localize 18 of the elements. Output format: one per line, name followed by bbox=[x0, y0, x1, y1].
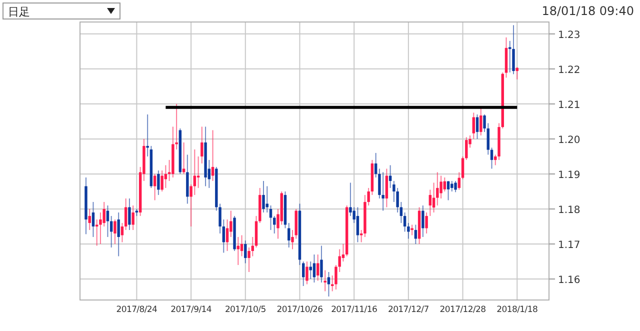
x-tick-label: 2017/10/26 bbox=[276, 305, 323, 315]
x-tick-label: 2017/9/14 bbox=[170, 305, 212, 315]
x-tick-label: 2018/1/18 bbox=[496, 305, 538, 315]
y-tick-label: 1.22 bbox=[558, 64, 580, 76]
x-tick-label: 2017/10/5 bbox=[224, 305, 266, 315]
y-tick-label: 1.16 bbox=[558, 274, 580, 286]
x-tick-label: 2017/12/7 bbox=[388, 305, 429, 315]
y-tick-label: 1.23 bbox=[558, 30, 580, 41]
y-tick-label: 1.20 bbox=[558, 134, 580, 146]
y-tick-label: 1.19 bbox=[558, 170, 580, 181]
x-tick-label: 2017/12/28 bbox=[440, 305, 486, 315]
y-tick-label: 1.17 bbox=[558, 240, 580, 251]
x-tick-label: 2017/11/16 bbox=[331, 305, 378, 315]
x-tick-label: 2017/8/24 bbox=[116, 305, 158, 315]
y-tick-label: 1.18 bbox=[558, 204, 580, 216]
y-tick-label: 1.21 bbox=[558, 100, 580, 111]
dropdown: 日足 bbox=[2, 2, 120, 20]
text: 18/01/18 09:40 bbox=[542, 4, 634, 18]
